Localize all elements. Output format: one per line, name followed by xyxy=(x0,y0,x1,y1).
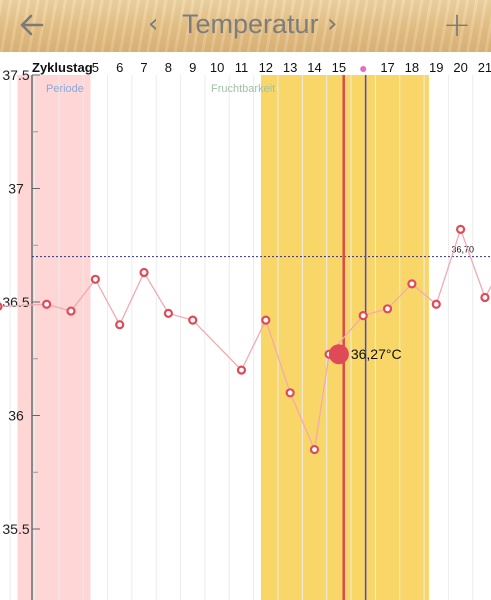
x-tick-label: 6 xyxy=(116,60,123,75)
x-tick-label: 5 xyxy=(92,60,99,75)
x-tick-label: 17 xyxy=(380,60,394,75)
data-point[interactable] xyxy=(456,224,466,234)
x-axis-title: Zyklustag xyxy=(32,60,93,75)
x-tick-label: 9 xyxy=(189,60,196,75)
x-tick-label: 15 xyxy=(332,60,346,75)
x-tick-label: 14 xyxy=(307,60,321,75)
selected-data-point[interactable] xyxy=(328,344,349,365)
back-button[interactable] xyxy=(14,4,54,46)
x-tick-label: 12 xyxy=(259,60,273,75)
x-tick-label: 11 xyxy=(235,60,249,75)
today-marker xyxy=(360,66,367,72)
chevron-right-icon: › xyxy=(327,9,338,39)
previous-chart-button[interactable]: ‹ xyxy=(148,9,158,39)
data-point[interactable] xyxy=(309,444,320,455)
data-point[interactable] xyxy=(66,306,76,316)
data-point[interactable] xyxy=(358,311,368,321)
y-tick-label: 37.5 xyxy=(2,67,29,83)
data-point[interactable] xyxy=(480,292,490,303)
add-button[interactable]: + xyxy=(437,2,477,48)
data-point[interactable] xyxy=(407,279,417,289)
arrow-left-icon xyxy=(20,14,44,36)
page-title: Temperatur xyxy=(182,9,319,39)
data-point[interactable] xyxy=(139,267,149,278)
x-tick-label: 21 xyxy=(478,60,491,75)
data-point[interactable] xyxy=(431,299,441,309)
data-point[interactable] xyxy=(115,320,125,330)
x-tick-label: 13 xyxy=(283,60,297,75)
data-point[interactable] xyxy=(382,304,393,314)
plus-icon: + xyxy=(442,5,472,45)
data-point[interactable] xyxy=(163,308,173,318)
data-point[interactable] xyxy=(188,315,198,325)
chevron-left-icon: ‹ xyxy=(148,9,159,39)
x-tick-label: 18 xyxy=(405,60,419,75)
period-label: Periode xyxy=(46,83,84,95)
x-tick-label: 10 xyxy=(210,60,224,75)
y-tick-label: 37 xyxy=(8,181,24,197)
x-tick-label: 19 xyxy=(429,60,443,75)
data-point[interactable] xyxy=(236,365,247,375)
fertility-label: Fruchtbarkeit xyxy=(211,83,275,95)
cover-line-label: 36,70 xyxy=(451,245,474,255)
app-header: ‹ Temperatur › + xyxy=(0,0,491,52)
y-tick-label: 35.5 xyxy=(2,521,29,537)
next-chart-button[interactable]: › xyxy=(327,9,337,39)
selected-value-label: 36,27°C xyxy=(351,346,402,362)
period-band xyxy=(17,75,91,600)
data-point[interactable] xyxy=(42,299,52,309)
x-tick-label: 7 xyxy=(140,60,147,75)
data-point[interactable] xyxy=(90,274,100,284)
data-point[interactable] xyxy=(0,302,3,311)
x-tick-label: 8 xyxy=(165,60,172,75)
temperature-line xyxy=(0,227,491,452)
data-point[interactable] xyxy=(285,388,295,398)
data-point[interactable] xyxy=(261,315,271,325)
y-tick-label: 36.5 xyxy=(2,294,29,310)
x-tick-label: 20 xyxy=(453,60,467,75)
y-tick-label: 36 xyxy=(8,408,24,424)
